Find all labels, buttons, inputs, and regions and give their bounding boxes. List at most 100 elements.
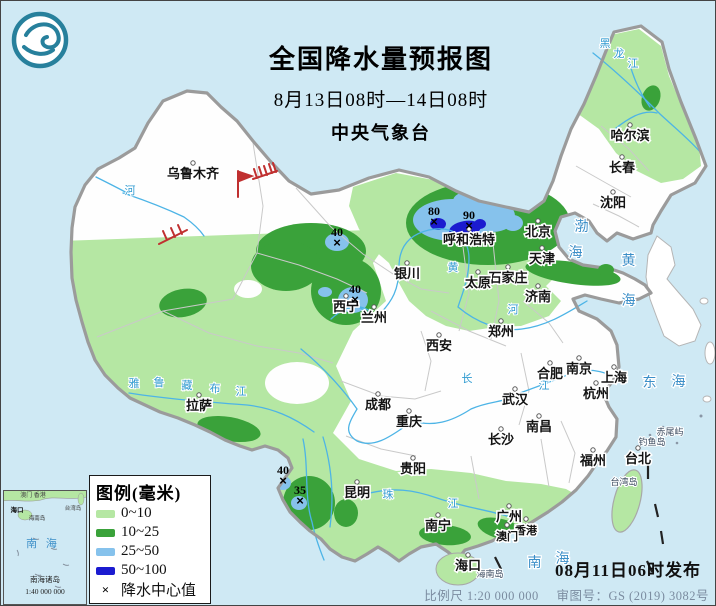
city-dot	[523, 516, 529, 522]
city-dot	[504, 522, 510, 528]
city-label: 天津	[529, 251, 555, 266]
wind-barb-icon	[158, 162, 278, 245]
city-dot	[354, 479, 360, 485]
precip-center-markers: 80× 90×40×40×40×35×	[277, 204, 475, 508]
maritime-dash-line	[494, 465, 665, 573]
city-label: 南宁	[425, 518, 451, 533]
city-label: 沈阳	[600, 195, 626, 210]
inset-sea-label: 南 海	[26, 536, 60, 550]
legend-swatch	[96, 509, 115, 518]
river-label: 江	[539, 379, 550, 392]
legend-item: 25~50	[96, 542, 204, 561]
inset-top-left-label: 澳门 香港	[20, 491, 46, 499]
city-dot	[536, 413, 542, 419]
city-dot	[343, 293, 349, 299]
rain-mid	[641, 85, 661, 111]
city-label: 呼和浩特	[443, 232, 495, 247]
sea-label: 海	[622, 293, 637, 309]
city-label: 昆明	[344, 485, 370, 500]
inset-frame	[3, 490, 87, 605]
sea-label: 渤	[575, 219, 590, 235]
legend-item: 0~10	[96, 504, 204, 523]
legend-label: 50~100	[121, 562, 167, 578]
inset-hainan-label: 海南岛	[29, 514, 46, 522]
city-label: 广州	[496, 509, 522, 524]
city-dot	[475, 269, 481, 275]
scale-and-approval: 比例尺 1:20 000 000 审图号：GS (2019) 3082号	[424, 585, 709, 604]
city-dot	[436, 332, 442, 338]
river-label: 河	[125, 184, 136, 197]
city-dot	[547, 360, 553, 366]
legend-item: 10~25	[96, 523, 204, 542]
city-label: 成都	[365, 397, 391, 412]
rain-extreme	[474, 219, 486, 229]
city-label: 西安	[426, 338, 452, 353]
precip-center-mark: ×	[430, 214, 438, 229]
city-label: 乌鲁木齐	[167, 166, 220, 181]
rain-mid	[251, 241, 321, 291]
precip-center-symbol: ×	[101, 582, 110, 597]
city-label: 重庆	[396, 414, 422, 429]
sea-label: 东	[643, 375, 658, 391]
sea-labels: 渤海黄海东 海南海	[526, 218, 687, 573]
river-label: 布	[210, 382, 221, 395]
city-label: 福州	[579, 453, 606, 468]
rivers	[95, 52, 702, 561]
city-label: 香港	[514, 523, 538, 537]
island	[704, 341, 715, 365]
city-label: 海口	[455, 558, 481, 573]
city-dot	[635, 445, 641, 451]
island-label: 赤尾屿	[656, 427, 683, 437]
river-label: 江	[628, 57, 639, 70]
agency-name: 中央气象台	[331, 123, 431, 143]
city-dot	[410, 455, 416, 461]
city-label: 西宁	[333, 299, 359, 314]
legend-label: 25~50	[121, 543, 160, 559]
city-dot	[505, 264, 511, 270]
precip-center-value: 90	[463, 208, 475, 222]
precip-center-value: 80	[428, 204, 440, 218]
inset-taiwan	[77, 492, 85, 506]
legend-label: 10~25	[121, 524, 160, 540]
china-islands	[435, 264, 703, 586]
cma-logo	[11, 11, 69, 69]
island	[702, 395, 712, 403]
sea-label: 海	[569, 245, 584, 261]
sea-label: 海	[672, 374, 687, 390]
precip-center-mark: ×	[351, 292, 359, 307]
approval-number: 审图号：GS (2019) 3082号	[556, 589, 709, 603]
river-label: 江	[448, 497, 459, 510]
precip-center-value: 35	[294, 483, 306, 497]
city-label: 兰州	[361, 310, 387, 325]
city-dot	[593, 380, 599, 386]
city-dot	[190, 160, 196, 166]
river-label: 藏	[182, 379, 193, 392]
city-dot	[576, 355, 582, 361]
inset-haikou-label: 海口	[11, 505, 24, 514]
map-title: 全国降水量预报图	[268, 45, 493, 74]
city-label: 石家庄	[487, 270, 527, 285]
legend-title: 图例(毫米)	[96, 484, 182, 503]
rain-light-west	[71, 229, 646, 561]
city-label: 贵阳	[400, 461, 426, 476]
city-dot	[466, 226, 472, 232]
city-dot	[375, 391, 381, 397]
island-label: 钓鱼岛	[638, 436, 665, 447]
city-label: 南京	[566, 361, 592, 376]
precip-center-mark: ×	[465, 218, 473, 233]
city-label: 长沙	[488, 432, 514, 447]
rain-mid	[334, 499, 358, 527]
island	[699, 297, 709, 305]
city-dot	[196, 392, 202, 398]
city-label: 台北	[625, 451, 651, 466]
city-label: 银川	[394, 266, 420, 281]
river-label: 鲁	[154, 375, 165, 389]
city-label: 郑州	[488, 324, 514, 339]
city-label: 上海	[601, 370, 627, 385]
city-dot	[465, 552, 471, 558]
city-label: 济南	[525, 289, 551, 304]
city-dot	[435, 512, 441, 518]
city-dot	[498, 426, 504, 432]
river-labels: 黄河长江珠江黑龙江河雅鲁藏布江	[124, 36, 640, 511]
